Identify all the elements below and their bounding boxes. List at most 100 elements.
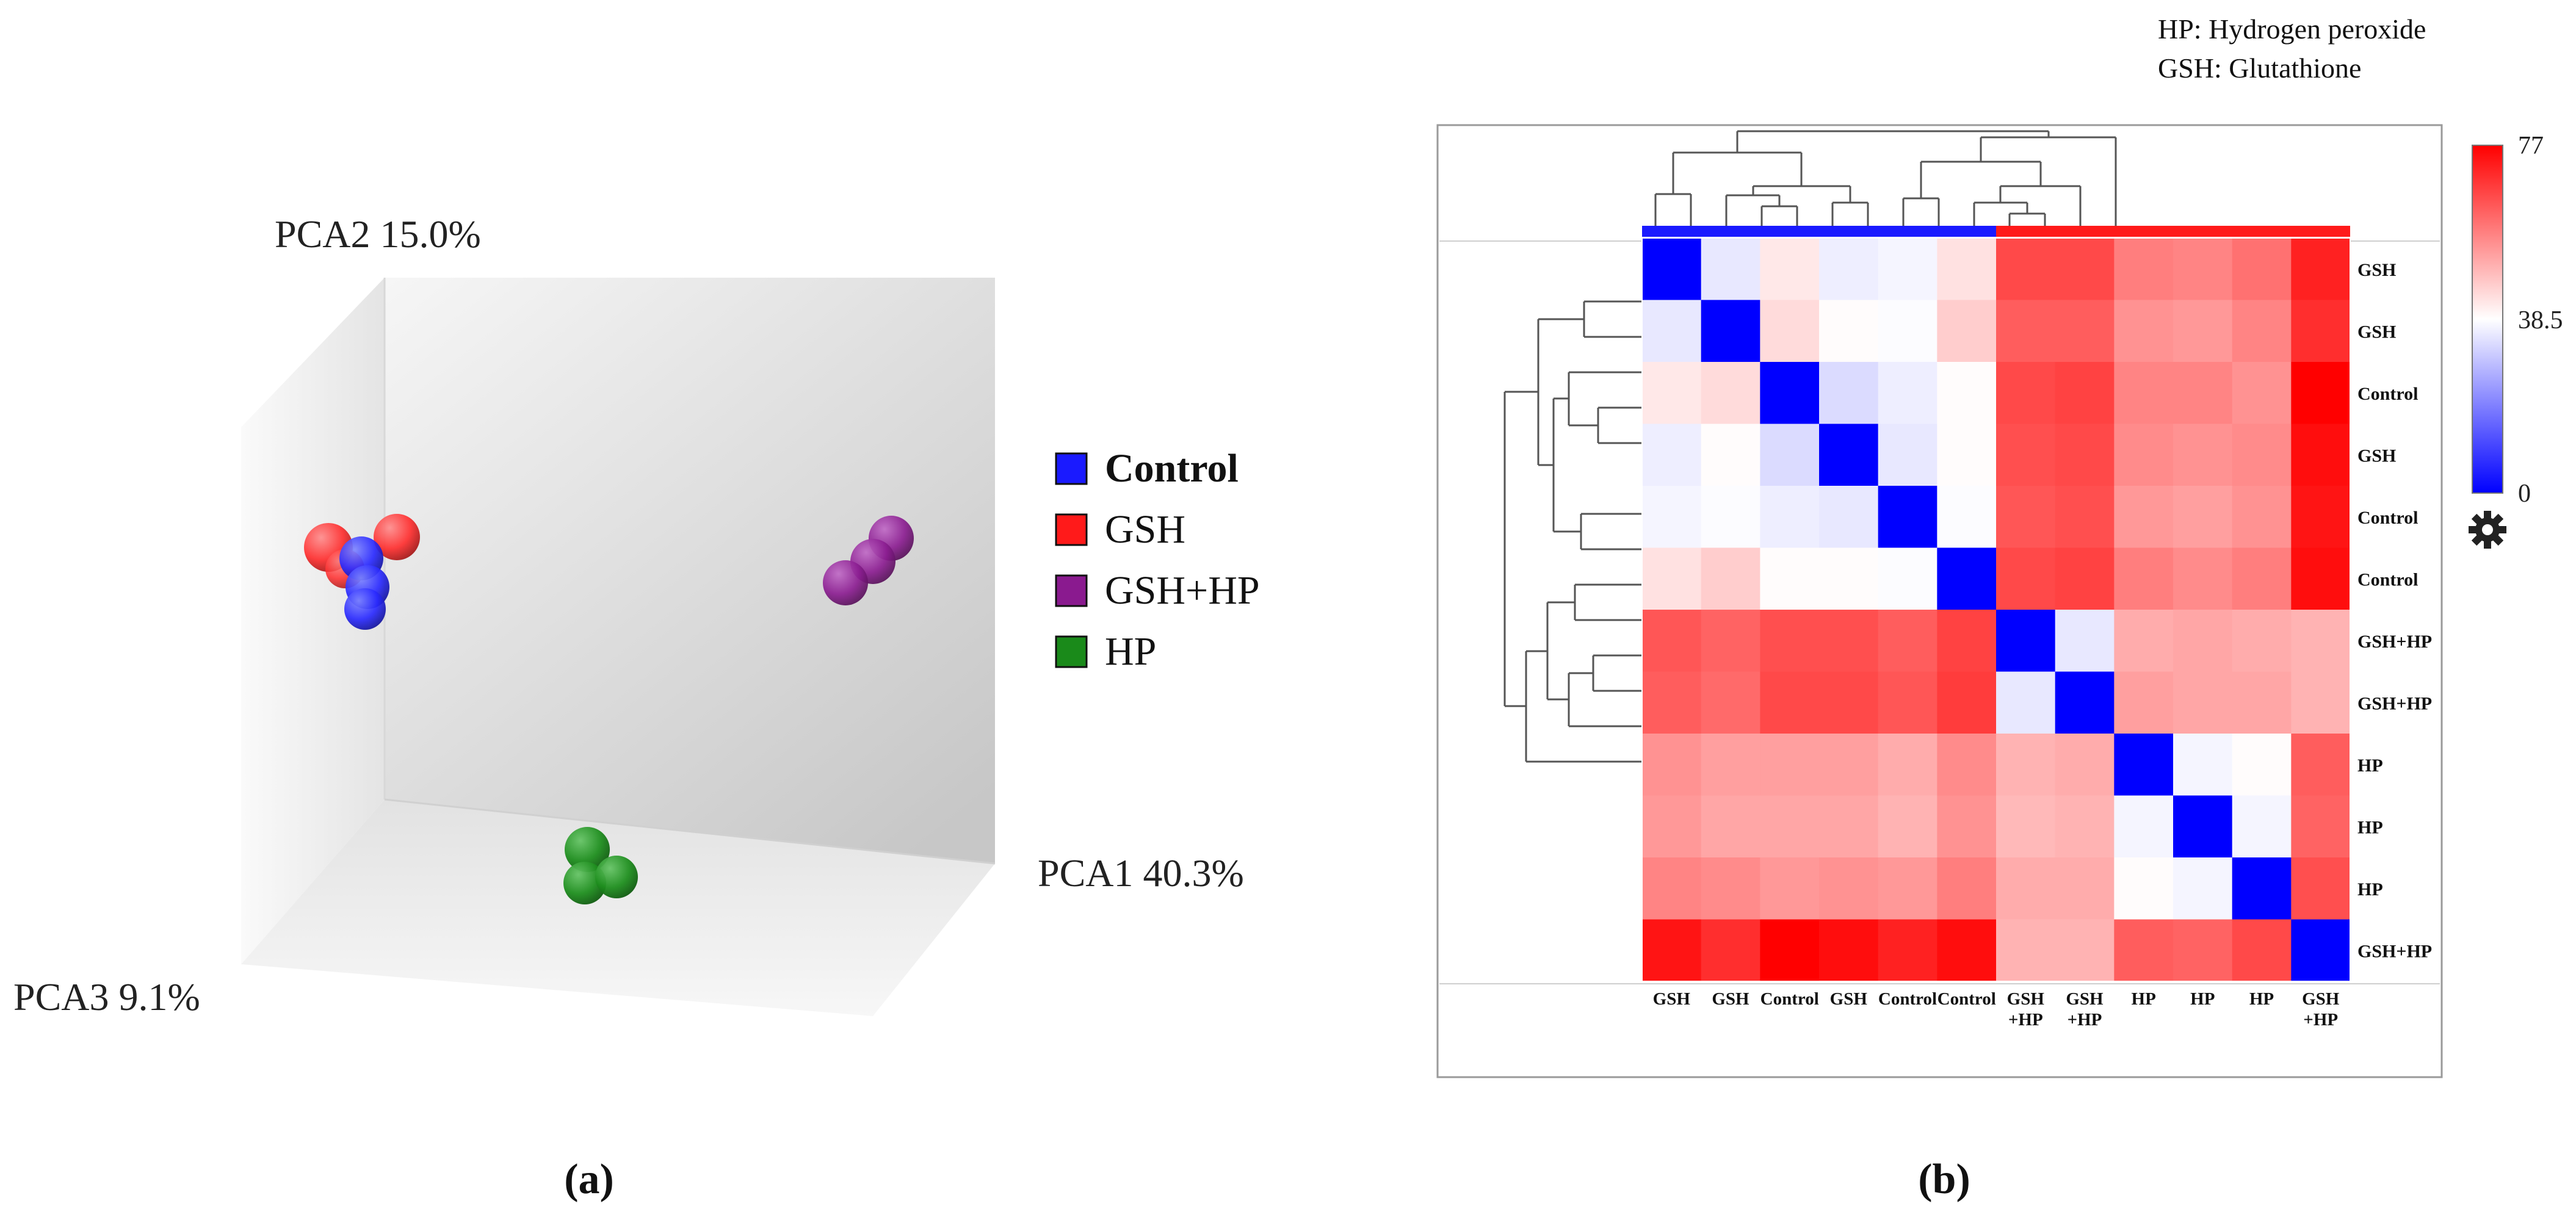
heatmap-cell [2055,919,2115,982]
heatmap-cell [2291,424,2351,486]
gear-icon[interactable] [2469,511,2506,549]
legend-label-hp: HP [1105,629,1156,674]
heatmap-cell [1642,424,1702,486]
heatmap-cell [2173,238,2233,301]
pca-axis-edge-floor [384,798,996,865]
heatmap-row-label: GSH [2357,446,2396,466]
heatmap-cell [1819,671,1879,734]
heatmap-cell [1878,734,1937,796]
heatmap-cell [2291,362,2351,425]
heatmap-cell [2232,300,2292,363]
heatmap-column-label: Control [1937,989,1996,1009]
heatmap-cell [1760,547,1820,610]
heatmap-cell [1996,362,2056,425]
heatmap-cell [2055,610,2115,673]
heatmap-cell [2055,671,2115,734]
heatmap-cell [1937,362,1997,425]
heatmap-cell [1760,795,1820,858]
legend-swatch-gsh-hp [1055,574,1088,607]
heatmap-cell [1819,857,1879,920]
heatmap-cell [1819,919,1879,982]
heatmap-cell [1878,919,1937,982]
heatmap-cell [2055,734,2115,796]
heatmap-cell [1878,857,1937,920]
heatmap-cell [2173,424,2233,486]
heatmap-cell [2055,238,2115,301]
pca-point-hp [563,862,606,904]
heatmap-cell [1760,486,1820,549]
heatmap-cell [1878,424,1937,486]
heatmap-cell [1937,300,1997,363]
heatmap-cell [1701,238,1760,301]
heatmap-column-label: GSH [1830,989,1868,1009]
heatmap-cell [2055,362,2115,425]
heatmap-column-label: GSH [1653,989,1691,1009]
heatmap-cell [2173,610,2233,673]
heatmap-cell [1996,795,2056,858]
heatmap-cell [2232,734,2292,796]
column-group-bar [1642,226,2350,237]
heatmap-cell [1937,857,1997,920]
heatmap-cell [1937,671,1997,734]
heatmap-cell [1937,547,1997,610]
pca-legend: Control GSH GSH+HP HP [1055,446,1260,674]
heatmap-cell [1878,547,1937,610]
heatmap-cell [2232,919,2292,982]
legend-item-hp: HP [1055,629,1156,674]
heatmap-cell [2291,547,2351,610]
heatmap-cell [2173,547,2233,610]
heatmap-cell [1996,671,2056,734]
legend-swatch-gsh [1055,513,1088,546]
heatmap-cell [1642,857,1702,920]
heatmap-cell [1642,486,1702,549]
heatmap-cell [1760,362,1820,425]
heatmap-cell [1760,424,1820,486]
heatmap-column-label: HP [2132,989,2156,1009]
heatmap-cell [1819,734,1879,796]
heatmap-cell [2114,734,2174,796]
heatmap-cell [2055,547,2115,610]
heatmap-cell [2291,671,2351,734]
heatmap-cell [2291,734,2351,796]
heatmap-panel: HP: Hydrogen peroxide GSH: Glutathione [1436,13,2563,1203]
heatmap-cell [2173,671,2233,734]
heatmap-cell [2055,300,2115,363]
heatmap-cell [1819,238,1879,301]
heatmap-cell [2173,362,2233,425]
note-gsh: GSH: Glutathione [2158,52,2361,84]
heatmap-cell [2291,238,2351,301]
heatmap-column-label: GSH +HP [2007,989,2045,1030]
heatmap-cell [2055,795,2115,858]
heatmap-column-label: GSH [1712,989,1749,1009]
heatmap-cell [1878,610,1937,673]
pca-points [304,514,914,904]
heatmap-column-label: Control [1760,989,1819,1009]
heatmap-cell [1996,734,2056,796]
heatmap-cell [1878,300,1937,363]
heatmap-cell [1642,547,1702,610]
heatmap-cell [1642,610,1702,673]
heatmap-cell [1642,919,1702,982]
heatmap-cell [2173,795,2233,858]
pca-floor [241,799,995,1016]
heatmap-cell [1642,238,1702,301]
heatmap-cell [2114,857,2174,920]
heatmap-cell [1701,362,1760,425]
pca-axis-label-x: PCA1 40.3% [1038,851,1244,895]
heatmap-cell [1701,424,1760,486]
heatmap-cell [1819,486,1879,549]
heatmap-cell [1996,610,2056,673]
heatmap-cell [1996,300,2056,363]
panel-label-b: (b) [1918,1156,1970,1203]
heatmap-cell [1642,300,1702,363]
heatmap-row-label: GSH+HP [2357,941,2432,961]
heatmap-cell [1937,238,1997,301]
heatmap-cell [1701,795,1760,858]
heatmap-row-label: GSH [2357,260,2396,280]
row-dendrogram [1503,300,1642,763]
heatmap-column-label: GSH +HP [2066,989,2104,1030]
heatmap-row-labels: GSH GSH Control GSH Control Control GSH+HP GSH+… [2357,260,2432,962]
heatmap-row-label: Control [2357,569,2418,590]
heatmap-cell [1937,734,1997,796]
